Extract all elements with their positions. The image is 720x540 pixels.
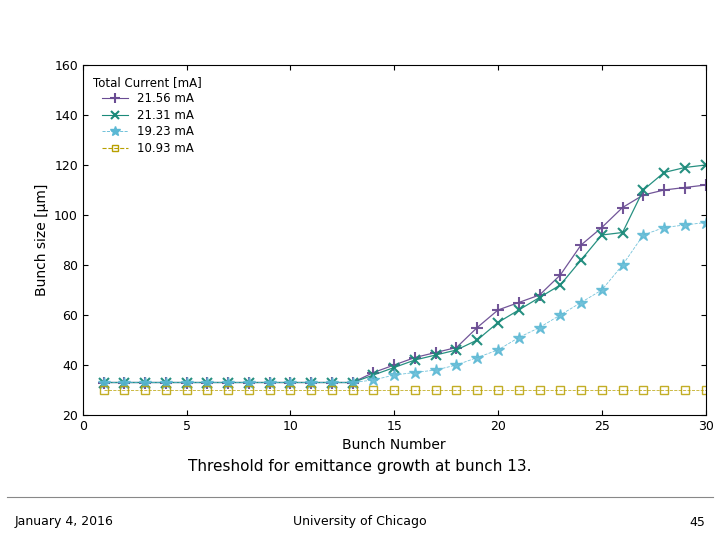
Text: January 4, 2016: January 4, 2016 xyxy=(14,516,113,529)
Text: Education (CLASSE): Education (CLASSE) xyxy=(58,42,127,49)
Legend: 21.56 mA, 21.31 mA, 19.23 mA, 10.93 mA: 21.56 mA, 21.31 mA, 19.23 mA, 10.93 mA xyxy=(89,71,207,159)
Text: Electron cloud emitance growth: Electron cloud emitance growth xyxy=(298,17,698,37)
Y-axis label: Bunch size [μm]: Bunch size [μm] xyxy=(35,184,48,296)
Text: University of Chicago: University of Chicago xyxy=(293,516,427,529)
Text: 45: 45 xyxy=(690,516,706,529)
X-axis label: Bunch Number: Bunch Number xyxy=(343,438,446,453)
Text: Cornell Laboratory for: Cornell Laboratory for xyxy=(58,12,134,18)
Text: Threshold for emittance growth at bunch 13.: Threshold for emittance growth at bunch … xyxy=(188,460,532,475)
Text: Accelerator-based Sciences and: Accelerator-based Sciences and xyxy=(58,27,168,33)
